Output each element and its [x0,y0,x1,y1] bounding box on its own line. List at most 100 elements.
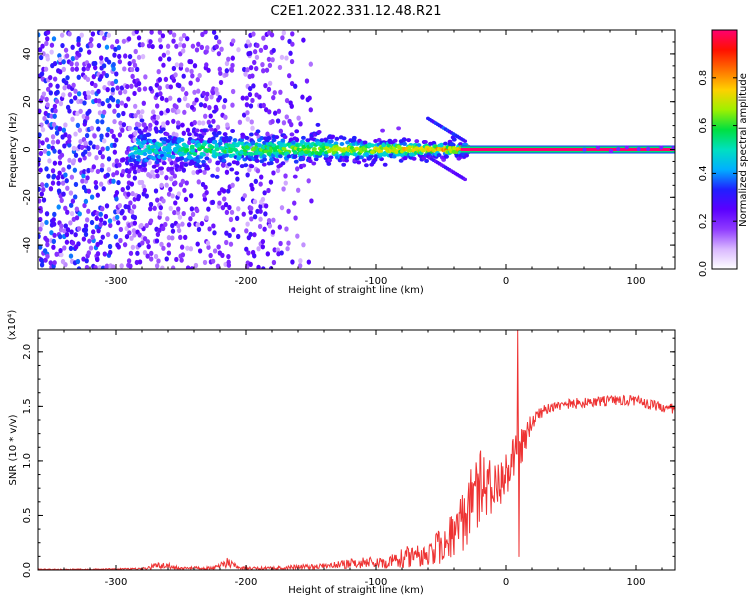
spectrogram-cell [328,139,334,144]
spectrogram-cell [93,264,98,269]
spectrogram-cell [235,176,240,182]
spectrogram-cell [95,256,100,263]
spectrogram-cell [90,31,96,37]
spectrogram-cell [267,223,273,229]
spectrogram-cell [295,187,301,193]
spectrogram-cell [271,217,276,223]
spectrogram-cell [75,258,81,265]
spectrogram-cell [81,113,87,120]
spectrogram-cell [249,182,254,188]
spectrogram-cell [234,215,240,222]
spectrogram-cell [166,235,172,241]
spectrogram-cell [99,167,105,173]
spectrogram-cell [38,132,42,138]
spectrogram-cell [44,137,50,143]
spectrogram-cell [315,122,321,127]
spectrogram-cell [196,41,201,47]
spectrogram-cell [100,206,105,212]
spectrogram-cell [67,157,72,163]
spectrogram-cell [106,166,112,173]
figure-title: C2E1.2022.331.12.48.R21 [270,4,441,19]
spectrogram-cell [68,253,74,259]
spectrogram-cell [145,133,151,138]
spectrogram-cell [244,228,249,234]
spectrogram-cell [317,151,322,156]
spectrogram-cell [201,90,206,96]
spectrogram-cell [170,107,176,113]
spectrogram-y-axis: -40 -20 0 20 40 [22,29,675,270]
spectrogram-cell [160,127,166,132]
spectrogram-cell [274,158,280,164]
spectrogram-cell [341,136,347,141]
spectrogram-cell [65,185,70,191]
spectrogram-cell [201,159,206,164]
spectrogram-cell [48,82,53,88]
spectrogram-cell [262,226,267,232]
spectrogram-cell [61,167,66,173]
spectrogram-cell [294,129,300,134]
spectrogram-cell [144,222,149,229]
spectrogram-cell [271,259,277,266]
spectrogram-cell [236,47,241,53]
spectrogram-cell [51,244,56,250]
spectrogram-cell [61,59,66,65]
spectrogram-cell [129,181,135,187]
spectrogram-cell [141,100,146,106]
snr-y-tick-label: 1.0 [22,453,33,469]
spectrogram-cell [108,222,113,229]
spectrogram-cell [261,68,266,74]
spectrogram-cell [243,163,249,168]
spectrogram-cell [154,169,160,174]
spectrogram-cell [236,206,241,212]
spectrogram-cell [659,145,664,150]
spectrogram-cell [51,36,57,42]
spectrogram-cell [292,174,298,179]
spectrogram-cell [100,119,105,125]
spectrogram-cell [268,161,274,166]
spectrogram-cell [73,232,78,238]
spectrogram-cell [112,118,117,125]
spectrogram-cell [101,109,107,115]
spectrogram-cell [255,208,260,214]
spectrogram-cell [146,244,151,250]
spectrogram-cell [116,112,121,118]
spectrogram-cell [112,108,117,114]
spectrogram-cell [237,119,243,125]
spectrogram-x-tick-label: 100 [626,276,645,287]
spectrogram-cell [258,47,264,53]
spectrogram-cell [118,120,123,126]
spectrogram-cell [99,59,104,65]
spectrogram-cell [243,71,248,77]
spectrogram-cell [72,95,78,101]
spectrogram-cell [180,221,185,227]
spectrogram-cell [81,236,87,242]
spectrogram-cell [328,155,334,160]
spectrogram-cell [176,120,181,126]
spectrogram-cell [267,141,273,146]
spectrogram-cell [38,47,43,53]
spectrogram-cell [67,92,73,98]
spectrogram-cell [214,44,219,50]
spectrogram-cell [38,157,41,163]
spectrogram-cell [67,138,72,144]
spectrogram-cell [271,95,276,101]
spectrogram-cell [367,156,373,161]
spectrogram-cell [196,226,202,233]
spectrogram-cell [142,86,148,92]
spectrogram-cell [436,153,442,158]
spectrogram-cell [202,128,208,133]
spectrogram-cell [135,250,140,256]
spectrogram-cell [115,220,121,226]
spectrogram-cell [39,182,45,188]
spectrogram-cell [423,140,428,145]
spectrogram-cell [50,139,56,145]
spectrogram-cell [111,61,116,68]
spectrogram-cell [111,66,116,72]
spectrogram-cell [52,232,57,238]
spectrogram-cell [83,140,88,146]
spectrogram-cell [267,80,273,86]
spectrogram-cell [99,30,104,36]
spectrogram-cell [142,122,147,128]
spectrogram-cell [250,141,256,146]
spectrogram-cell [97,149,103,156]
